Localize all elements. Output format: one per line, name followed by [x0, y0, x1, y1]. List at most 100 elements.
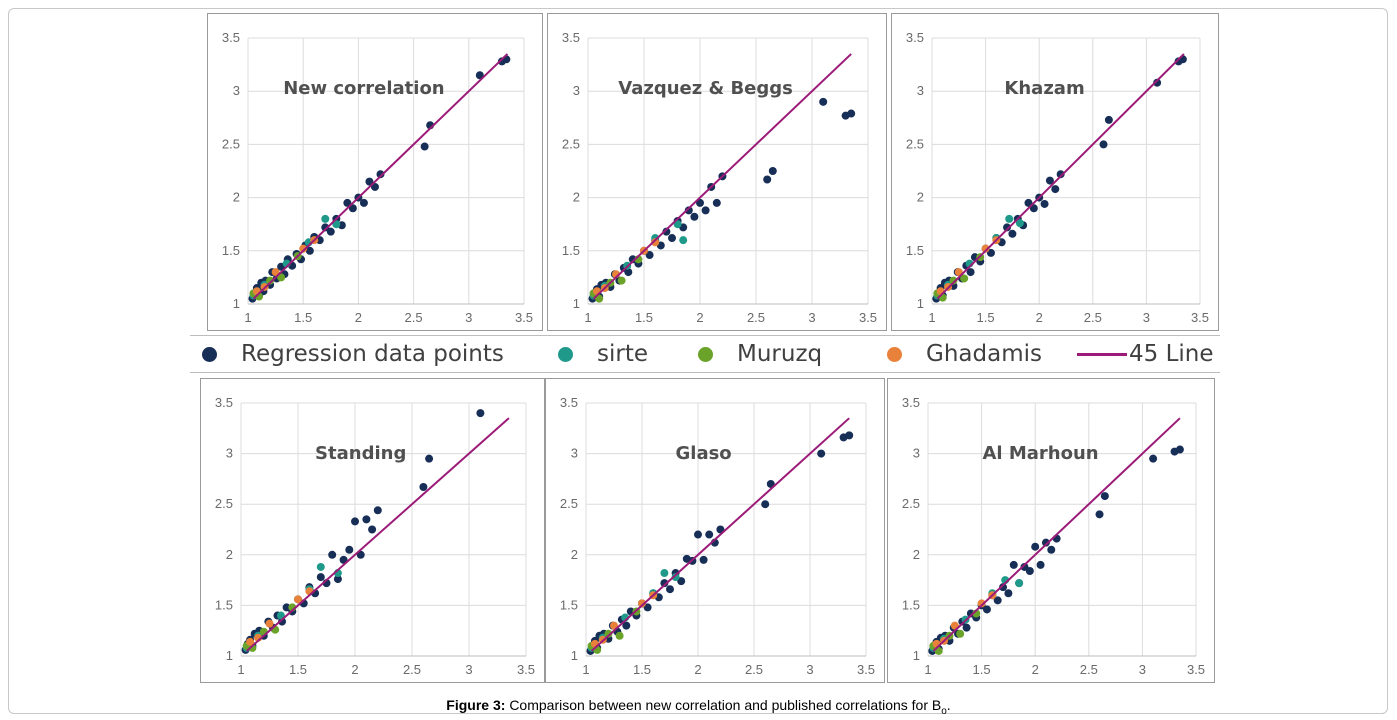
- y-tick-label: 2: [917, 190, 924, 205]
- data-point-regression-data-points: [359, 198, 368, 207]
- x-tick-label: 2.5: [403, 662, 421, 677]
- data-point-sirte: [1005, 214, 1014, 223]
- data-point-regression-data-points: [373, 506, 382, 515]
- x-tick-label: 2: [1036, 310, 1043, 325]
- data-point-sirte: [660, 569, 669, 578]
- y-tick-label: 1.5: [902, 597, 920, 612]
- x-tick-label: 3: [465, 310, 472, 325]
- data-point-muruzq: [277, 273, 286, 282]
- y-tick-label: 1: [571, 648, 578, 663]
- data-point-regression-data-points: [420, 142, 429, 151]
- data-point-regression-data-points: [666, 585, 674, 594]
- legend-label-sirte: sirte: [597, 341, 648, 367]
- data-point-ghadamis: [294, 595, 302, 604]
- y-tick-label: 2.5: [222, 136, 240, 151]
- data-point-regression-data-points: [1041, 538, 1050, 547]
- data-point-ghadamis: [651, 238, 660, 247]
- x-tick-label: 3.5: [859, 310, 877, 325]
- data-point-regression-data-points: [476, 409, 485, 418]
- data-point-regression-data-points: [419, 482, 428, 491]
- data-point-ghadamis: [977, 599, 986, 608]
- data-point-regression-data-points: [966, 268, 975, 277]
- data-point-muruzq: [960, 274, 969, 283]
- legend-label-regression: Regression data points: [241, 341, 504, 367]
- x-tick-label: 2.5: [745, 662, 763, 677]
- reference-line-45: [592, 53, 852, 300]
- y-tick-label: 3.5: [222, 30, 240, 45]
- y-tick-label: 3: [917, 83, 924, 98]
- y-tick-label: 3.5: [906, 30, 924, 45]
- data-point-regression-data-points: [345, 545, 354, 554]
- y-tick-label: 1: [917, 296, 924, 311]
- chart-panel-khazam: 1 1.5 2 2.5 3 3.5 1 1.5 2 2.5 3 3.5 Khazam: [891, 13, 1219, 331]
- data-point-regression-data-points: [624, 268, 633, 277]
- reference-line-45: [590, 417, 850, 652]
- data-point-regression-data-points: [425, 454, 434, 463]
- y-tick-label: 2.5: [215, 496, 233, 511]
- data-point-regression-data-points: [993, 596, 1002, 605]
- chart-panel-standing: 1 1.5 2 2.5 3 3.5 1 1.5 2 2.5 3 3.5 Standing: [200, 378, 545, 683]
- data-point-regression-data-points: [694, 530, 702, 539]
- data-point-regression-data-points: [368, 525, 377, 534]
- data-point-regression-data-points: [1149, 454, 1158, 463]
- data-point-sirte: [321, 214, 330, 223]
- data-point-regression-data-points: [326, 227, 335, 236]
- data-point-sirte: [332, 220, 341, 229]
- caption-subscript: o: [941, 705, 947, 717]
- data-point-regression-data-points: [348, 204, 357, 213]
- data-point-regression-data-points: [1040, 199, 1049, 208]
- scatter-plot-standing: 1 1.5 2 2.5 3 3.5 1 1.5 2 2.5 3 3.5 Standing: [215, 395, 535, 677]
- data-point-regression-data-points: [662, 227, 671, 236]
- y-tick-label: 2.5: [562, 136, 580, 151]
- reference-line-45: [932, 417, 1181, 652]
- legend-label-muruzq: Muruzq: [737, 341, 823, 367]
- data-point-regression-data-points: [684, 206, 693, 215]
- data-point-regression-data-points: [1047, 545, 1056, 554]
- legend-marker-muruzq: [698, 346, 713, 362]
- x-tick-label: 3.5: [1187, 662, 1205, 677]
- caption-end: .: [946, 697, 951, 713]
- x-tick-label: 1: [584, 310, 591, 325]
- data-point-regression-data-points: [962, 623, 971, 632]
- data-point-regression-data-points: [1100, 492, 1109, 501]
- legend-item-regression: Regression data points: [202, 338, 504, 370]
- y-tick-label: 2: [226, 547, 233, 562]
- data-point-ghadamis: [271, 268, 280, 277]
- x-tick-label: 1.5: [973, 662, 991, 677]
- x-tick-label: 1: [244, 310, 251, 325]
- y-tick-label: 1: [573, 296, 580, 311]
- x-tick-label: 1: [924, 662, 931, 677]
- x-tick-label: 3: [1139, 662, 1146, 677]
- data-point-regression-data-points: [763, 175, 772, 184]
- data-point-regression-data-points: [1051, 185, 1060, 194]
- chart-panel-new-correlation: 1 1.5 2 2.5 3 3.5 1 1.5 2 2.5 3 3.5 New correlation: [207, 13, 543, 331]
- data-point-muruzq: [595, 294, 604, 303]
- scatter-plot-glaso: 1 1.5 2 2.5 3 3.5 1 1.5 2 2.5 3 3.5 Glaso: [560, 395, 875, 677]
- data-point-regression-data-points: [1095, 510, 1104, 519]
- data-point-regression-data-points: [315, 236, 324, 245]
- scatter-plot-vazquez-beggs: 1 1.5 2 2.5 3 3.5 1 1.5 2 2.5 3 3.5 Vazquez & Beggs: [562, 30, 877, 325]
- legend-label-ghadamis: Ghadamis: [926, 341, 1042, 367]
- data-point-regression-data-points: [1104, 115, 1113, 124]
- x-tick-label: 2.5: [1080, 662, 1098, 677]
- caption-text: Comparison between new correlation and p…: [509, 697, 942, 713]
- y-tick-label: 1.5: [560, 597, 578, 612]
- data-point-regression-data-points: [333, 575, 342, 584]
- data-point-regression-data-points: [1009, 560, 1018, 569]
- data-point-regression-data-points: [316, 573, 325, 582]
- data-point-regression-data-points: [1004, 589, 1013, 598]
- data-point-regression-data-points: [343, 198, 352, 207]
- y-tick-label: 2: [233, 190, 240, 205]
- x-tick-label: 3: [808, 310, 815, 325]
- data-point-regression-data-points: [1045, 176, 1054, 185]
- data-point-regression-data-points: [701, 206, 710, 215]
- x-tick-label: 2: [355, 310, 362, 325]
- x-tick-label: 2.5: [747, 310, 765, 325]
- y-tick-label: 3.5: [560, 395, 578, 410]
- data-point-ghadamis: [265, 619, 274, 628]
- data-point-ghadamis: [981, 244, 990, 253]
- data-point-regression-data-points: [1003, 223, 1012, 232]
- data-point-sirte: [1015, 219, 1024, 228]
- legend-item-ghadamis: Ghadamis: [887, 338, 1042, 370]
- legend-marker-regression: [202, 346, 217, 362]
